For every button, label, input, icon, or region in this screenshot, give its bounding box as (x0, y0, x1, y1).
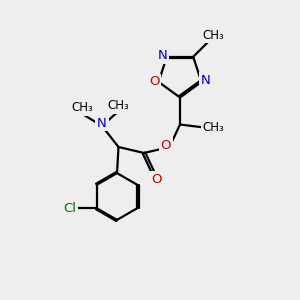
Text: O: O (151, 172, 161, 186)
Text: N: N (201, 74, 211, 87)
Text: O: O (149, 76, 159, 88)
Text: N: N (158, 49, 167, 62)
Text: CH₃: CH₃ (108, 99, 129, 112)
Text: Cl: Cl (63, 202, 76, 215)
Text: CH₃: CH₃ (202, 29, 224, 42)
Text: CH₃: CH₃ (71, 101, 93, 114)
Text: CH₃: CH₃ (203, 121, 224, 134)
Text: O: O (161, 139, 171, 152)
Text: N: N (97, 116, 107, 130)
